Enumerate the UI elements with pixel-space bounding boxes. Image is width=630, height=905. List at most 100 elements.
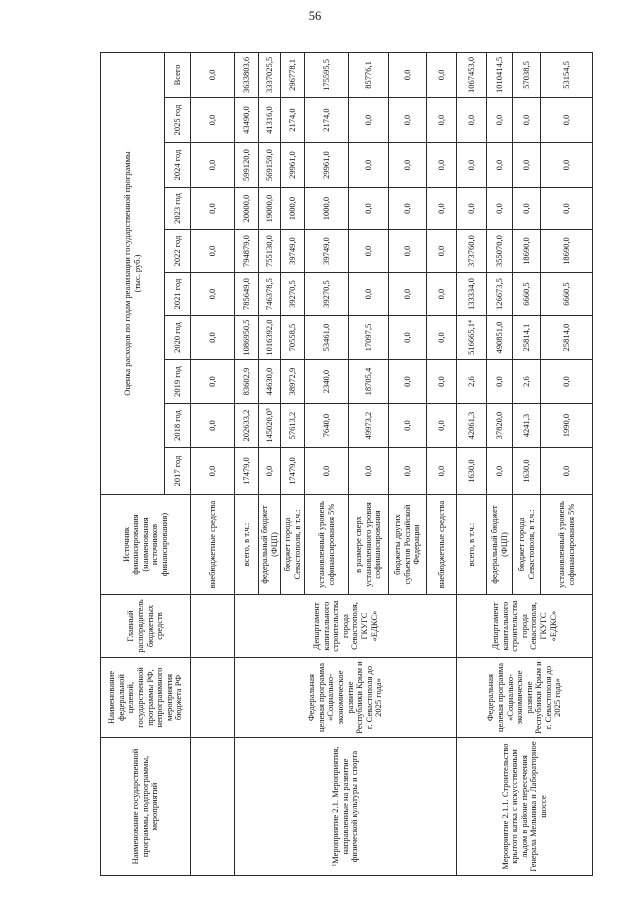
value-cell: 0,0	[486, 97, 513, 143]
page-number: 56	[308, 9, 322, 23]
table-row: ¹Мероприятие 2.1. Мероприятия, направлен…	[234, 52, 457, 876]
value-cell: 0,0	[456, 187, 487, 230]
value-cell: 599120,0	[234, 142, 259, 188]
block-program-title: ¹Мероприятие 2.1. Мероприятия, направлен…	[234, 737, 457, 876]
value-cell: 39749,0	[304, 229, 349, 273]
value-cell: 2340,0	[304, 359, 349, 404]
value-cell: 3633803,6	[234, 52, 259, 98]
value-cell: 0,0	[348, 229, 389, 273]
value-cell: 569159,0	[258, 142, 281, 188]
year-header-2021: 2021 год	[164, 272, 191, 316]
year-header-2025: 2025 год	[164, 97, 191, 143]
block-grbs: Департамент капитального строительства г…	[456, 594, 593, 658]
value-cell: 0,0	[304, 447, 349, 495]
value-cell: 43490,0	[234, 97, 259, 143]
value-cell: 20000,0	[234, 187, 259, 230]
value-cell: 785649,0	[234, 272, 259, 316]
value-cell: 0,0	[540, 187, 593, 230]
source-label: установленный уровень софинансирования 5…	[540, 494, 593, 595]
value-cell: 1086950,5	[234, 315, 259, 360]
value-cell: 0,0	[190, 315, 235, 360]
value-cell: 0,0	[426, 359, 457, 404]
value-cell: 6660,5	[540, 272, 593, 316]
header-grbs: Главный распорядитель бюджетных средств	[100, 594, 191, 658]
value-cell: 0,0	[190, 52, 235, 98]
year-header-2020: 2020 год	[164, 315, 191, 360]
value-cell: 1010414,5	[486, 52, 513, 98]
source-label: бюджет города Севастополя, в т.ч.:	[280, 494, 305, 595]
value-cell: 18690,0	[540, 229, 593, 273]
value-cell: 373760,0	[456, 229, 487, 273]
value-cell: 57038,5	[512, 52, 541, 98]
value-cell: 296778,1	[280, 52, 305, 98]
source-label: федеральный бюджет (ФЦП)	[486, 494, 513, 595]
block-federal-program: Федеральная целевая программа «Социально…	[456, 657, 593, 738]
value-cell: 0,0	[388, 315, 427, 360]
value-cell: 2,6	[456, 359, 487, 404]
value-cell: 70558,5	[280, 315, 305, 360]
year-header-2022: 2022 год	[164, 229, 191, 273]
value-cell: 0,0	[486, 142, 513, 188]
value-cell: 0,0	[348, 187, 389, 230]
value-cell: 29961,0	[304, 142, 349, 188]
value-cell: 0,0	[388, 229, 427, 273]
value-cell: 0,0	[486, 447, 513, 495]
value-cell: 0,0	[426, 229, 457, 273]
value-cell: 3337025,5	[258, 52, 281, 98]
year-header-2024: 2024 год	[164, 142, 191, 188]
value-cell: 0,0	[456, 142, 487, 188]
value-cell: 39270,5	[304, 272, 349, 316]
value-cell: 57613,2	[280, 403, 305, 448]
value-cell: 18690,0	[512, 229, 541, 273]
value-cell: 0,0	[190, 272, 235, 316]
value-cell: 0,0	[388, 52, 427, 98]
header-program: Наименование государственной программы, …	[100, 737, 191, 876]
value-cell: 0,0	[190, 359, 235, 404]
source-label: бюджеты других субъектов Российской Феде…	[388, 494, 427, 595]
source-label: всего, в т.ч.:	[456, 494, 487, 595]
source-label: всего, в т.ч.:	[234, 494, 259, 595]
source-label: в размере сверх установленного уровня со…	[348, 494, 389, 595]
value-cell: 1630,0	[456, 447, 487, 495]
year-header-2018: 2018 год	[164, 403, 191, 448]
value-cell: 516665,1⁴	[456, 315, 487, 360]
value-cell: 39270,5	[280, 272, 305, 316]
value-cell: 755130,0	[258, 229, 281, 273]
value-cell: 0,0	[512, 187, 541, 230]
value-cell: 53461,0	[304, 315, 349, 360]
value-cell: 42061,3	[456, 403, 487, 448]
value-cell: 490851,0	[486, 315, 513, 360]
value-cell: 355070,0	[486, 229, 513, 273]
year-header-2019: 2019 год	[164, 359, 191, 404]
value-cell: 1000,0	[280, 187, 305, 230]
empty-cell	[190, 594, 235, 658]
table-header-row: Наименование государственной программы, …	[100, 52, 191, 876]
block-program-title: Мероприятие 2.1.1. Строительство крытого…	[456, 737, 593, 876]
value-cell: 0,0	[190, 447, 235, 495]
block-grbs: Департамент капитального строительства г…	[234, 594, 457, 658]
value-cell: 175595,5	[304, 52, 349, 98]
source-label: федеральный бюджет (ФЦП)	[258, 494, 281, 595]
value-cell: 0,0	[190, 142, 235, 188]
value-cell: 0,0	[190, 403, 235, 448]
value-cell: 1990,0	[540, 403, 593, 448]
value-cell: 83602,9	[234, 359, 259, 404]
value-cell: 0,0	[486, 187, 513, 230]
value-cell: 4241,3	[512, 403, 541, 448]
value-cell: 49973,2	[348, 403, 389, 448]
value-cell: 38972,9	[280, 359, 305, 404]
value-cell: 0,0	[540, 359, 593, 404]
value-cell: 0,0	[388, 272, 427, 316]
value-cell: 0,0	[540, 447, 593, 495]
value-cell: 0,0	[512, 97, 541, 143]
value-cell: 44630,0	[258, 359, 281, 404]
value-cell: 17097,5	[348, 315, 389, 360]
source-label: установленный уровень софинансирования 5…	[304, 494, 349, 595]
value-cell: 0,0	[348, 272, 389, 316]
header-federal-program: Наименование федеральной целевой, госуда…	[100, 657, 191, 738]
table-row: внебюджетные средства 0,0 0,0 0,0 0,0 0,…	[190, 52, 235, 876]
value-cell: 6660,5	[512, 272, 541, 316]
value-cell: 0,0	[258, 447, 281, 495]
value-cell: 17479,0	[234, 447, 259, 495]
rotated-table-region: Наименование государственной программы, …	[100, 52, 593, 876]
